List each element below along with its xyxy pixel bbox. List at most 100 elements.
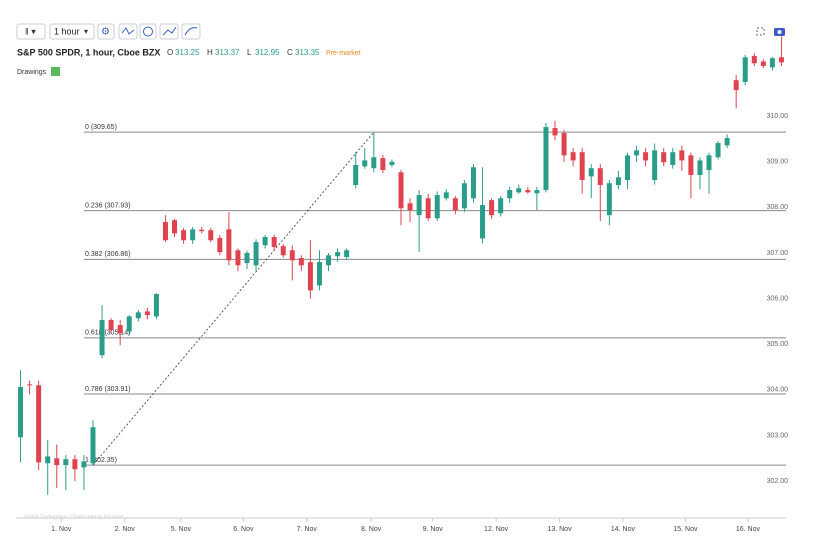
candle-body — [570, 152, 576, 161]
settings-button[interactable] — [97, 23, 115, 40]
candle-body — [380, 158, 386, 170]
candle-body — [253, 242, 259, 266]
candle-body — [199, 229, 205, 232]
candle-body — [27, 384, 33, 386]
candle-body — [153, 294, 159, 317]
ohlc-key: O — [167, 48, 173, 57]
ohlc-key: L — [247, 48, 252, 57]
candle-body — [244, 253, 250, 264]
x-tick-label: 7. Nov — [297, 526, 318, 533]
candle-body — [117, 325, 123, 334]
candle-body — [307, 262, 313, 291]
drawings-label: Drawings — [17, 69, 47, 76]
candle-body — [624, 155, 630, 181]
candle-body — [144, 311, 150, 316]
candle-body — [452, 198, 458, 211]
candle-body — [615, 177, 621, 186]
y-tick-label: 309.00 — [767, 159, 789, 166]
candle-body — [344, 250, 350, 258]
candle-body — [72, 459, 78, 470]
candle-body — [271, 237, 277, 248]
candle-body — [760, 61, 766, 66]
candle-body — [489, 200, 495, 216]
candle-body — [81, 461, 87, 468]
chart-type-icon: ǁ ▾ — [25, 26, 36, 36]
candle-body — [280, 246, 286, 256]
y-tick-label: 307.00 — [767, 250, 789, 257]
x-tick-label: 2. Nov — [115, 526, 136, 533]
candle-body — [742, 57, 748, 82]
fib-level-label: 0.382 (306.86) — [85, 251, 131, 258]
candle-body — [778, 57, 784, 63]
y-tick-label: 306.00 — [767, 295, 789, 302]
candle-body — [90, 427, 96, 464]
fib-level-label: 0.786 (303.91) — [85, 386, 131, 393]
candle-body — [36, 385, 42, 463]
fullscreen-icon[interactable] — [756, 27, 765, 36]
x-tick-label: 5. Nov — [171, 526, 192, 533]
ohlc-value: 313.37 — [215, 48, 240, 57]
candle-body — [217, 237, 223, 253]
drawings-toggle[interactable] — [51, 67, 60, 76]
candle-body — [443, 192, 449, 199]
candle-body — [588, 168, 594, 177]
candle-body — [543, 127, 549, 191]
ohlc-key: C — [287, 48, 293, 57]
y-tick-label: 303.00 — [767, 432, 789, 439]
x-tick-label: 9. Nov — [423, 526, 444, 533]
x-tick-label: 16. Nov — [736, 526, 761, 533]
fib-level-label: 0.236 (307.93) — [85, 202, 131, 209]
x-tick-label: 8. Nov — [361, 526, 382, 533]
ohlc-legend: O 313.25 H 313.37 L 312.95 C 313.35 — [167, 48, 320, 57]
candle-body — [326, 255, 332, 266]
indicator-icon — [121, 27, 135, 35]
candle-body — [470, 167, 476, 199]
x-tick-label: 6. Nov — [233, 526, 254, 533]
candle-body — [135, 312, 141, 319]
candle-body — [606, 183, 612, 216]
candle-body — [661, 152, 667, 163]
candle-body — [190, 229, 196, 241]
candle-body — [643, 152, 649, 161]
y-tick-label: 310.00 — [767, 113, 789, 120]
candle-body — [434, 195, 440, 219]
x-tick-label: 12. Nov — [484, 526, 509, 533]
fib-level-label: 0 (309.65) — [85, 124, 117, 131]
compare-icon — [143, 26, 153, 37]
candle-body — [552, 128, 558, 136]
candle-body — [652, 150, 658, 181]
candle-body — [208, 230, 214, 241]
candle-body — [525, 190, 531, 193]
candle-body — [769, 58, 775, 68]
candle-body — [679, 150, 685, 161]
ohlc-value: 312.95 — [255, 48, 280, 57]
candle-body — [688, 155, 694, 176]
session-label: Pre-market — [326, 50, 361, 57]
compare-button[interactable] — [139, 23, 157, 40]
candle-body — [54, 458, 60, 466]
candle-body — [99, 320, 105, 356]
draw-button[interactable] — [159, 23, 179, 40]
log-button[interactable] — [181, 23, 201, 40]
ohlc-value: 313.35 — [295, 48, 320, 57]
ohlc-value: 313.25 — [175, 48, 200, 57]
fib-level-label: 0.618 (305.14) — [85, 330, 131, 337]
candle-body — [226, 229, 232, 261]
y-tick-label: 304.00 — [767, 387, 789, 394]
chart-type-button[interactable] — [16, 23, 46, 40]
y-tick-label: 308.00 — [767, 204, 789, 211]
candle-body — [45, 456, 51, 464]
interval-label: 1 hour — [54, 26, 80, 36]
x-tick-label: 13. Nov — [547, 526, 572, 533]
candle-body — [634, 150, 640, 156]
candle-body — [733, 80, 739, 91]
candle-body — [579, 152, 585, 181]
y-tick-label: 305.00 — [767, 341, 789, 348]
x-tick-label: 1. Nov — [51, 526, 72, 533]
interval-button[interactable] — [49, 23, 95, 40]
candle-body — [316, 262, 322, 286]
candle-body — [724, 138, 730, 146]
x-tick-label: 15. Nov — [673, 526, 698, 533]
